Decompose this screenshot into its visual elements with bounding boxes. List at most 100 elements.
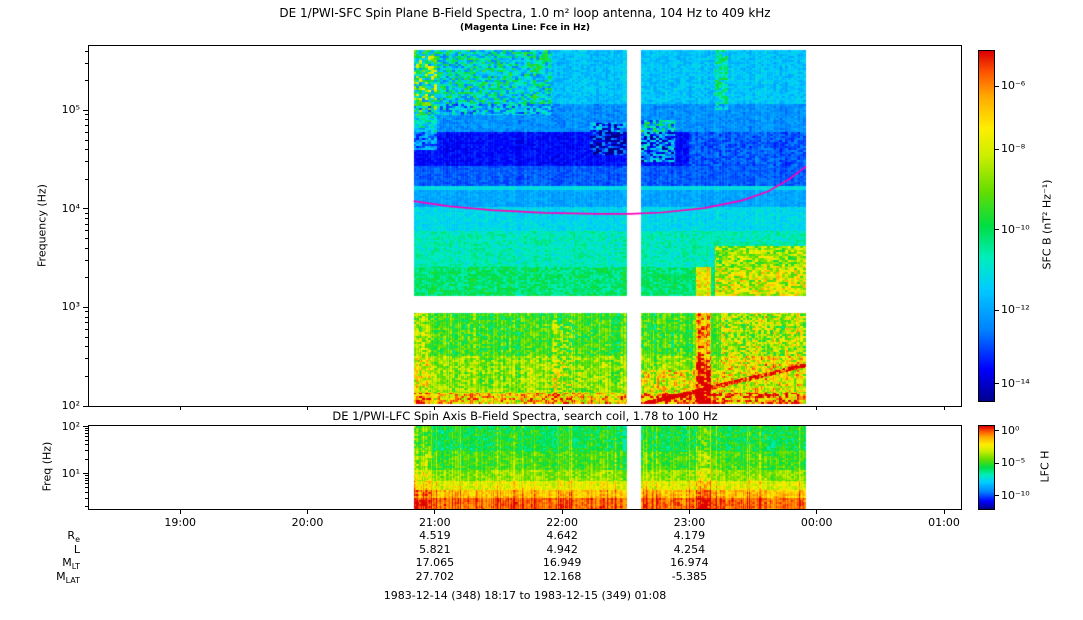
ephemeris-value: 4.519 [419,529,451,542]
ephemeris-value: 17.065 [415,556,455,569]
ephemeris-value: 16.974 [670,556,709,569]
sfc-y-minor-tick [85,223,88,225]
sfc-colorbar [978,50,995,402]
ephemeris-row-label: Re [67,529,80,545]
x-tick-label: 19:00 [164,516,197,529]
lfc-y-minor-tick [85,430,88,432]
sfc-colorbar-tick [995,85,999,87]
x-tick-label: 23:00 [673,516,706,529]
lfc-y-minor-tick [85,450,88,452]
sfc-colorbar-tick-label: 10⁻¹² [1001,303,1030,316]
lfc-title: DE 1/PWI-LFC Spin Axis B-Field Spectra, … [332,409,718,423]
lfc-y-minor-tick [85,480,88,482]
sfc-y-minor-tick [85,247,88,249]
sfc-colorbar-tick [995,309,999,311]
sfc-subtitle: (Magenta Line: Fce in Hz) [460,23,590,33]
ephemeris-value: 4.942 [546,542,578,556]
sfc-y-minor-tick [85,277,88,279]
sfc-y-tick-label: 10² [61,399,80,412]
lfc-y-minor-tick [85,477,88,479]
sfc-y-minor-tick [85,322,88,324]
x-tick [307,510,309,514]
lfc-y-tick [83,425,88,427]
sfc-spectrogram-heatmap [89,46,961,406]
lfc-spectrogram-heatmap [89,426,961,509]
lfc-y-minor-tick [85,427,88,429]
sfc-y-tick [83,405,88,407]
ephemeris-value: 4.642 [546,529,578,542]
sfc-y-minor-tick [85,212,88,214]
sfc-y-minor-tick [85,259,88,261]
lfc-colorbar-tick-label: 10⁻¹⁰ [1001,488,1030,502]
sfc-colorbar-tick [995,148,999,150]
lfc-colorbar-tick-label: 10⁻⁵ [1001,456,1026,470]
sfc-title: DE 1/PWI-SFC Spin Plane B-Field Spectra,… [279,6,771,20]
sfc-y-minor-tick [85,161,88,163]
lfc-y-minor-tick [85,506,88,508]
x-tick [561,510,563,514]
x-tick-label: 00:00 [800,516,833,529]
x-tick [943,510,945,514]
lfc-colorbar-tick [995,430,999,432]
sfc-y-minor-tick [85,311,88,313]
sfc-y-minor-tick [85,80,88,82]
sfc-y-minor-tick [85,119,88,121]
sfc-x-tick [561,407,563,410]
x-tick-label: 01:00 [928,516,960,529]
x-tick [688,510,690,514]
lfc-y-tick [83,472,88,474]
sfc-y-tick-label: 10⁵ [61,103,80,117]
sfc-y-tick [83,109,88,111]
sfc-x-tick [179,407,181,410]
lfc-y-minor-tick [85,491,88,493]
x-tick [179,510,181,514]
x-tick-label: 21:00 [418,516,451,529]
sfc-y-minor-tick [85,230,88,232]
sfc-y-minor-tick [85,114,88,116]
sfc-y-tick-label: 10³ [61,300,80,314]
sfc-y-minor-tick [85,238,88,240]
ephemeris-value: 27.702 [415,569,455,583]
x-tick [434,510,436,514]
ephemeris-value: 16.949 [542,556,582,569]
sfc-y-tick [83,306,88,308]
ephemeris-value: 4.179 [673,529,706,542]
lfc-y-tick-label: 10¹ [61,467,80,481]
sfc-y-minor-tick [85,131,88,133]
x-tick-label: 22:00 [546,516,578,529]
sfc-y-minor-tick [85,217,88,219]
sfc-x-tick [816,407,818,410]
sfc-y-minor-tick [85,346,88,348]
lfc-colorbar-tick [995,462,999,464]
ephemeris-value: -5.385 [671,569,708,583]
sfc-y-tick-label: 10⁴ [61,201,80,215]
x-tick-label: 20:00 [291,516,324,529]
ephemeris-row-label: MLT [62,556,80,572]
sfc-y-minor-tick [85,328,88,330]
sfc-x-tick [307,407,309,410]
lfc-y-minor-tick [85,439,88,441]
sfc-x-tick [943,407,945,410]
sfc-y-minor-tick [85,149,88,151]
x-tick [816,510,818,514]
ephemeris-row-label: MLAT [56,569,80,585]
lfc-y-minor-tick [85,432,88,434]
lfc-y-minor-tick [85,436,88,438]
lfc-y-minor-tick [85,475,88,477]
ephemeris-value: 12.168 [542,569,582,583]
sfc-y-minor-tick [85,336,88,338]
sfc-colorbar-tick [995,229,999,230]
sfc-y-minor-tick [85,125,88,127]
sfc-y-minor-tick [85,139,88,141]
lfc-y-tick-label: 10² [61,420,80,433]
lfc-y-minor-tick [85,483,88,485]
lfc-y-minor-tick [85,458,88,460]
ephemeris-value: 5.821 [419,542,451,556]
sfc-colorbar-tick-label: 10⁻⁶ [1001,79,1026,92]
lfc-colorbar-tick [995,495,999,497]
lfc-colorbar-tick-label: 10⁰ [1001,423,1020,437]
sfc-y-minor-tick [85,178,88,180]
lfc-plot-area [88,425,962,510]
ephemeris-row-label: L [73,542,80,556]
